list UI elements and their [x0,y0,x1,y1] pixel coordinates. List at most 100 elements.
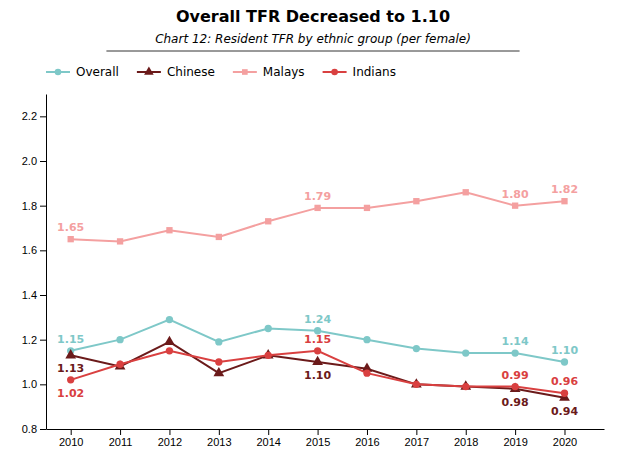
y-tick: 1.6 [22,244,46,256]
series-marker [561,198,567,204]
x-tick-label: 2012 [158,436,182,448]
y-tick-mark [40,206,46,207]
series-marker [265,352,272,359]
y-tick-label: 1.2 [22,334,37,346]
x-tick: 2017 [405,429,429,448]
plot: 0.81.01.21.41.61.82.02.22010201120122013… [22,95,605,448]
data-label: 0.96 [551,375,578,388]
data-label: 1.02 [57,387,84,400]
data-label: 1.10 [304,369,331,382]
legend-marker [144,66,154,74]
data-label: 1.13 [57,362,84,375]
data-label: 1.15 [57,333,84,346]
x-tick: 2018 [454,429,478,448]
x-tick: 2014 [256,429,280,448]
data-label: 1.14 [502,335,529,348]
x-tick-mark [367,429,368,435]
y-tick-mark [40,340,46,341]
series-marker [117,238,123,244]
x-tick-label: 2016 [355,436,379,448]
series-marker [116,361,123,368]
series-marker [363,370,370,377]
y-tick-label: 1.0 [22,378,37,390]
data-label: 0.98 [502,396,529,409]
series-marker [413,198,419,204]
series-marker [265,218,271,224]
series-marker [166,316,173,323]
y-tick: 0.8 [22,423,46,435]
x-axis: 2010201120122013201420152016201720182019… [47,429,605,448]
legend-marker [242,69,248,75]
series-marker [312,356,323,365]
x-tick-mark [268,429,269,435]
series-line [71,351,565,393]
series-marker [561,390,568,397]
series-marker [413,345,420,352]
series-marker [65,349,76,358]
series-marker [364,205,370,211]
x-tick-mark [71,429,72,435]
legend-label: Chinese [167,65,215,79]
y-tick: 1.8 [22,200,46,212]
data-label: 1.80 [502,188,529,201]
legend-label: Malays [263,65,305,79]
legend-label: Overall [76,65,119,79]
x-tick: 2012 [158,429,182,448]
x-tick-label: 2010 [59,436,83,448]
x-tick-label: 2019 [503,436,527,448]
series-marker [561,358,568,365]
y-tick-label: 1.6 [22,244,37,256]
data-label: 1.15 [304,333,331,346]
series-marker [265,325,272,332]
y-tick: 1.4 [22,289,46,301]
series-marker [166,227,172,233]
data-label: 1.10 [551,344,578,357]
x-tick-label: 2017 [405,436,429,448]
legend-marker [55,69,62,76]
y-tick-label: 2.0 [22,155,37,167]
data-label: 1.79 [304,190,331,203]
series-marker [463,189,469,195]
subtitle: Chart 12: Resident TFR by ethnic group (… [155,32,471,46]
x-tick-mark [169,429,170,435]
y-tick: 1.2 [22,334,46,346]
y-tick-label: 2.2 [22,110,37,122]
x-tick: 2020 [553,429,577,448]
y-tick-mark [40,429,46,430]
legend-label: Indians [353,65,396,79]
legend-item: Indians [323,65,396,79]
legend-item: Malays [233,65,305,79]
x-tick-label: 2014 [256,436,280,448]
y-tick-mark [40,116,46,117]
y-tick-label: 0.8 [22,423,37,435]
x-tick-mark [318,429,319,435]
y-axis: 0.8 1.0 1.2 1.4 1.6 1.8 2.0 2.2 [22,95,47,436]
x-tick-mark [466,429,467,435]
series-line [71,320,565,362]
y-tick: 2.0 [22,155,46,167]
data-label: 1.82 [551,183,578,196]
data-label: 0.99 [502,369,529,382]
series-line [71,342,565,398]
x-tick-label: 2018 [454,436,478,448]
legend-item: Overall [46,65,119,79]
x-tick: 2015 [306,429,330,448]
x-axis-line [47,429,605,430]
legend: Overall Chinese Malays Indians [46,65,396,79]
series-marker [314,347,321,354]
title: Overall TFR Decreased to 1.10 [176,7,450,26]
series-marker [460,380,471,389]
series-marker [213,367,224,376]
series-marker [462,383,469,390]
x-tick-mark [564,429,565,435]
y-axis-line [46,95,47,430]
x-tick-label: 2015 [306,436,330,448]
x-tick-mark [219,429,220,435]
x-tick: 2019 [503,429,527,448]
x-tick-mark [416,429,417,435]
series-marker [462,349,469,356]
chart: Overall TFR Decreased to 1.10 Chart 12: R… [0,0,626,459]
y-tick: 2.2 [22,110,46,122]
y-tick-label: 1.8 [22,200,37,212]
data-label: 0.94 [551,405,578,418]
